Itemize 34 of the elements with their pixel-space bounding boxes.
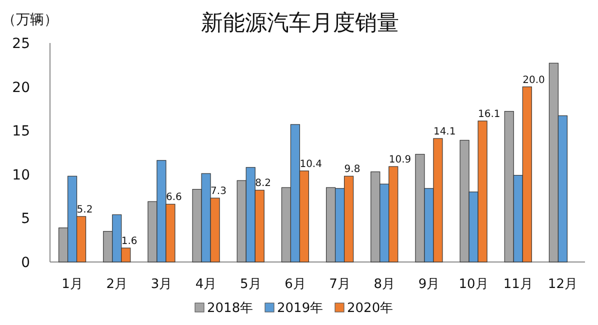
y-tick-label: 10 bbox=[12, 167, 30, 184]
y-tick-label: 25 bbox=[12, 36, 30, 52]
data-label: 1.6 bbox=[121, 236, 138, 247]
data-label: 20.0 bbox=[522, 74, 545, 86]
legend-label: 2019年 bbox=[277, 301, 324, 316]
data-label: 10.9 bbox=[388, 154, 412, 166]
data-label: 5.2 bbox=[76, 204, 93, 216]
x-tick-label: 6月 bbox=[284, 277, 306, 292]
chart-title: 新能源汽车月度销量 bbox=[201, 11, 399, 36]
x-tick-label: 8月 bbox=[374, 277, 396, 292]
x-tick-label: 3月 bbox=[150, 277, 172, 292]
legend-label: 2018年 bbox=[207, 301, 254, 316]
x-tick-label: 1月 bbox=[62, 277, 83, 292]
x-tick-label: 4月 bbox=[195, 277, 217, 292]
data-label: 10.4 bbox=[300, 158, 322, 170]
x-tick-label: 5月 bbox=[240, 277, 262, 292]
x-tick-label: 12月 bbox=[548, 277, 578, 292]
x-tick-label: 11月 bbox=[503, 277, 533, 292]
legend-label: 2020年 bbox=[347, 301, 394, 316]
data-label: 14.1 bbox=[433, 126, 456, 138]
data-label: 9.8 bbox=[344, 164, 360, 176]
x-tick-label: 9月 bbox=[418, 277, 440, 292]
y-tick-label: 5 bbox=[21, 211, 30, 228]
data-label: 6.6 bbox=[166, 192, 182, 204]
y-axis-title: （万辆） bbox=[2, 12, 58, 28]
data-label: 8.2 bbox=[255, 178, 272, 190]
x-tick-label: 10月 bbox=[458, 277, 488, 292]
x-tick-label: 7月 bbox=[329, 277, 350, 292]
y-tick-label: 0 bbox=[21, 255, 30, 271]
y-tick-label: 20 bbox=[12, 80, 30, 96]
x-tick-label: 2月 bbox=[106, 277, 128, 292]
data-label: 7.3 bbox=[210, 186, 226, 198]
data-label: 16.1 bbox=[478, 108, 500, 120]
y-tick-label: 15 bbox=[12, 124, 30, 140]
